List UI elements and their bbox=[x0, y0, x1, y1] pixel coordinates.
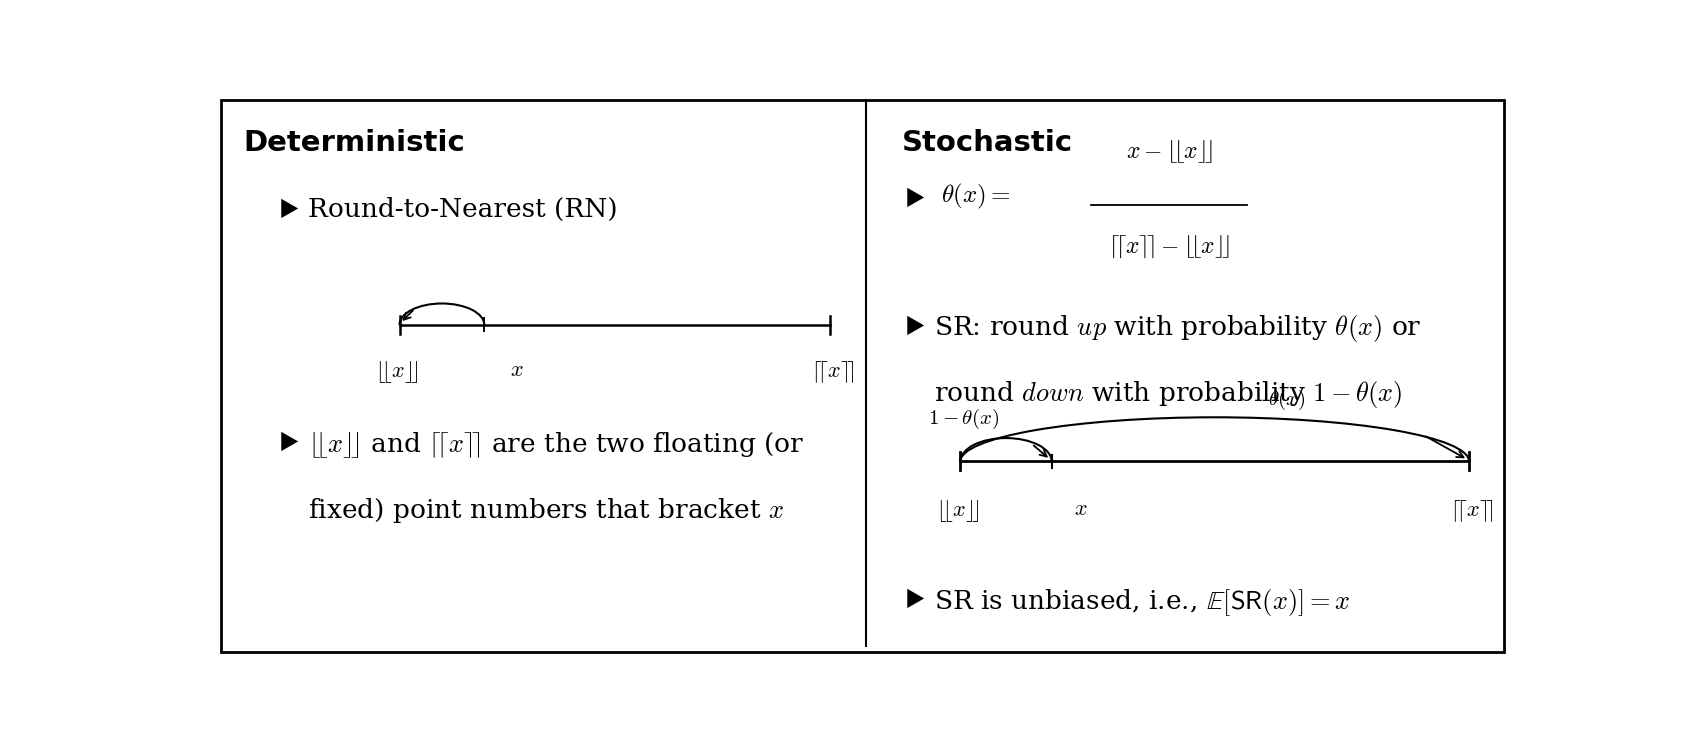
Text: $\blacktriangleright$: $\blacktriangleright$ bbox=[276, 430, 299, 453]
Text: $\blacktriangleright$: $\blacktriangleright$ bbox=[276, 197, 299, 220]
Text: $x$: $x$ bbox=[510, 359, 523, 381]
Text: $\lceil\!\lceil x\rceil\!\rceil$: $\lceil\!\lceil x\rceil\!\rceil$ bbox=[1448, 498, 1492, 524]
Text: $\lceil\!\lceil x\rceil\!\rceil - \lfloor\!\lfloor x\rfloor\!\rfloor$: $\lceil\!\lceil x\rceil\!\rceil - \lfloo… bbox=[1108, 234, 1230, 260]
Text: $\lceil\!\lceil x\rceil\!\rceil$: $\lceil\!\lceil x\rceil\!\rceil$ bbox=[811, 359, 854, 385]
Text: $1 - \theta(x)$: $1 - \theta(x)$ bbox=[927, 406, 999, 431]
Text: Round-to-Nearest (RN): Round-to-Nearest (RN) bbox=[308, 197, 617, 222]
Text: $x$: $x$ bbox=[1073, 498, 1087, 520]
Text: round $\mathit{down}$ with probability $1 - \theta(x)$: round $\mathit{down}$ with probability $… bbox=[934, 379, 1403, 410]
Text: $\lfloor\!\lfloor x\rfloor\!\rfloor$: $\lfloor\!\lfloor x\rfloor\!\rfloor$ bbox=[375, 359, 419, 385]
Text: $\lfloor\!\lfloor x\rfloor\!\rfloor$: $\lfloor\!\lfloor x\rfloor\!\rfloor$ bbox=[935, 498, 979, 524]
Text: $x - \lfloor\!\lfloor x\rfloor\!\rfloor$: $x - \lfloor\!\lfloor x\rfloor\!\rfloor$ bbox=[1125, 139, 1211, 166]
Text: $\blacktriangleright$: $\blacktriangleright$ bbox=[902, 587, 925, 610]
Text: $\blacktriangleright$: $\blacktriangleright$ bbox=[902, 185, 925, 208]
Text: $\theta(x)$: $\theta(x)$ bbox=[1267, 387, 1305, 412]
Text: SR is unbiased, i.e., $\mathbb{E}\left[\mathsf{SR}(x)\right] = x$: SR is unbiased, i.e., $\mathbb{E}\left[\… bbox=[934, 587, 1349, 618]
Text: $\theta(x) = $: $\theta(x) = $ bbox=[940, 183, 1009, 211]
Text: $\blacktriangleright$: $\blacktriangleright$ bbox=[902, 313, 925, 337]
Text: fixed) point numbers that bracket $x$: fixed) point numbers that bracket $x$ bbox=[308, 496, 784, 525]
Text: SR: round $\mathit{up}$ with probability $\theta(x)$ or: SR: round $\mathit{up}$ with probability… bbox=[934, 313, 1421, 344]
Text: Stochastic: Stochastic bbox=[902, 129, 1071, 157]
Text: Deterministic: Deterministic bbox=[242, 129, 464, 157]
Text: $\lfloor\!\lfloor x\rfloor\!\rfloor$ and $\lceil\!\lceil x\rceil\!\rceil$ are th: $\lfloor\!\lfloor x\rfloor\!\rfloor$ and… bbox=[308, 430, 804, 460]
